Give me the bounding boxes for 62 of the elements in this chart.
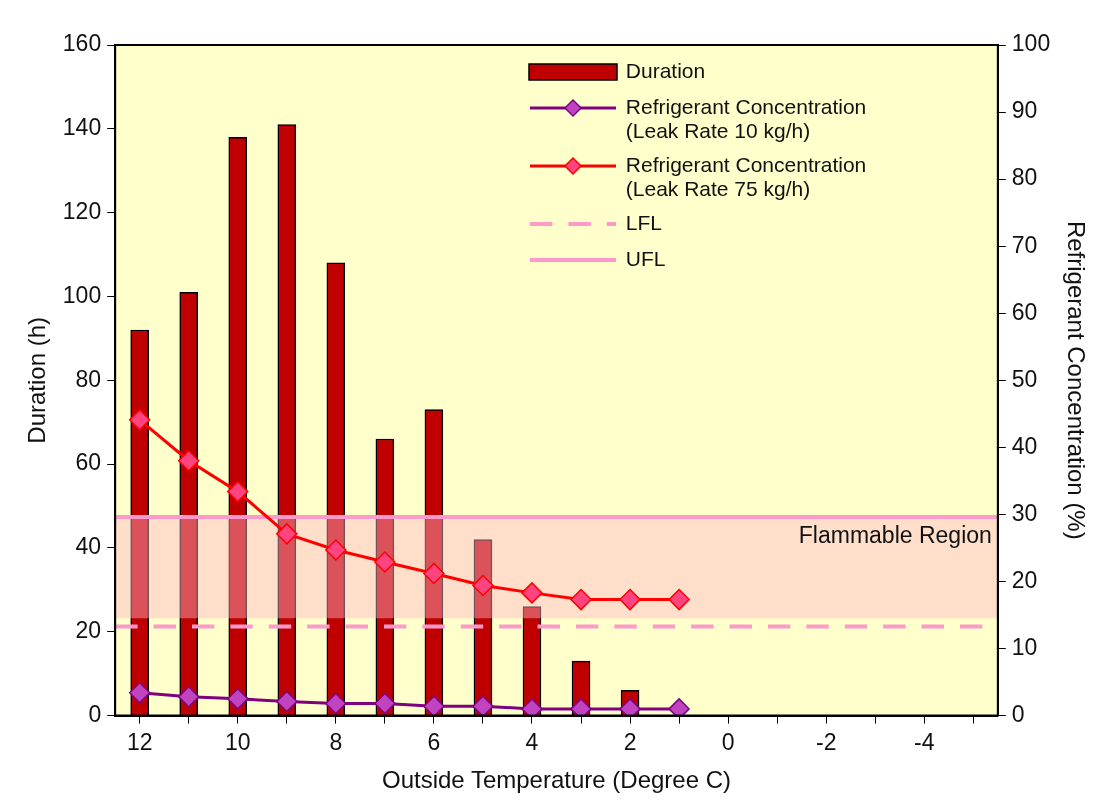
y2-tick-label: 20 — [1011, 566, 1038, 593]
point — [521, 582, 543, 604]
y2-axis-title: Refrigerant Concentration (%) — [1062, 220, 1090, 540]
point — [227, 688, 249, 710]
point — [177, 686, 200, 708]
point — [374, 551, 396, 573]
point — [325, 539, 347, 561]
y-tick-label: 160 — [62, 30, 102, 57]
point — [325, 692, 347, 715]
x-axis-title: Outside Temperature (Degree C) — [381, 766, 732, 794]
legend-label: Refrigerant Concentration (Leak Rate 75 kg/h) — [625, 153, 868, 201]
y-tick-label: 100 — [62, 281, 102, 308]
legend-label: Refrigerant Concentration (Leak Rate 10 kg/h) — [625, 95, 868, 143]
point — [276, 523, 298, 545]
point — [472, 695, 494, 716]
y2-tick-label: 60 — [1011, 298, 1038, 325]
legend-label: LFL — [625, 211, 662, 235]
x-tick-label: -4 — [914, 728, 935, 755]
y2-tick-label: 80 — [1011, 164, 1038, 191]
point — [276, 690, 298, 713]
x-tick-label: 4 — [525, 728, 539, 755]
y2-tick-label: 0 — [1011, 700, 1025, 727]
x-tick-label: 8 — [329, 728, 343, 755]
y-axis-title: Duration (h) — [23, 316, 51, 444]
band-label: Flammable Region — [798, 521, 992, 548]
point — [177, 450, 200, 472]
point — [472, 574, 494, 597]
point — [570, 588, 592, 611]
y2-tick-label: 10 — [1011, 633, 1038, 660]
point — [128, 682, 151, 704]
x-tick-label: 10 — [224, 728, 251, 755]
point — [619, 588, 641, 611]
y2-tick-label: 50 — [1011, 365, 1038, 392]
y-tick-label: 60 — [75, 449, 102, 476]
x-tick-label: 2 — [623, 728, 637, 755]
y-tick-label: 140 — [62, 114, 102, 141]
y2-tick-label: 100 — [1011, 30, 1051, 57]
y2-tick-label: 70 — [1011, 231, 1038, 258]
y-tick-label: 40 — [75, 533, 102, 560]
point — [668, 588, 690, 611]
point — [619, 698, 641, 716]
point — [374, 692, 396, 715]
point — [423, 562, 445, 585]
legend-label: Duration — [625, 59, 706, 83]
point — [227, 480, 249, 503]
y2-tick-label: 90 — [1011, 97, 1038, 124]
x-tick-label: -2 — [815, 728, 837, 755]
y2-tick-label: 30 — [1011, 499, 1038, 526]
y2-tick-label: 40 — [1011, 432, 1038, 459]
point — [423, 695, 445, 716]
point — [521, 698, 543, 716]
x-tick-label: 12 — [126, 728, 153, 755]
point — [668, 698, 690, 716]
legend-label: UFL — [625, 247, 666, 271]
point — [570, 698, 592, 716]
y-tick-label: 0 — [88, 700, 102, 727]
x-tick-label: 6 — [427, 728, 441, 755]
y-tick-label: 120 — [62, 197, 102, 224]
x-tick-label: 0 — [721, 728, 735, 755]
y-tick-label: 20 — [75, 617, 102, 644]
y-tick-label: 80 — [75, 365, 102, 392]
point — [128, 409, 151, 431]
